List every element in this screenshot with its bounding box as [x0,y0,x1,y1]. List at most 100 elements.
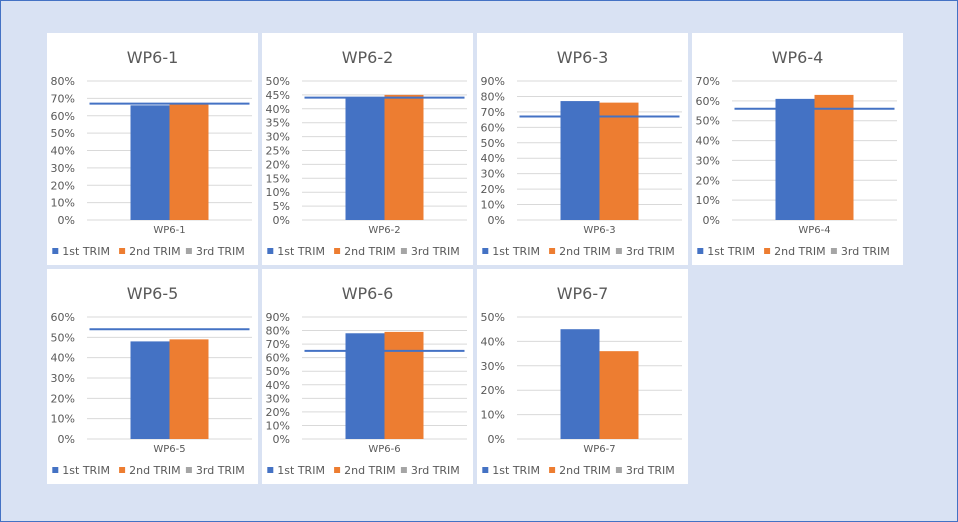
bar-1st-trim [130,341,170,439]
y-tick-label: 40% [481,152,505,165]
y-tick-label: 10% [51,413,75,426]
y-tick-label: 70% [696,75,720,88]
legend-label: 1st TRIM [492,464,540,477]
legend-label: 1st TRIM [62,464,110,477]
chart-title: WP6-5 [127,284,179,303]
x-category-label: WP6-7 [583,444,615,455]
legend-label: 2nd TRIM [129,464,181,477]
y-tick-label: 20% [481,183,505,196]
y-tick-label: 0% [273,214,290,227]
legend-swatch [334,467,341,473]
y-tick-label: 50% [266,365,290,378]
y-tick-label: 30% [51,372,75,385]
bar-2nd-trim [384,331,424,439]
legend-label: 2nd TRIM [559,245,611,258]
y-tick-label: 40% [266,379,290,392]
y-tick-label: 20% [266,158,290,171]
x-category-label: WP6-5 [153,444,185,455]
legend-swatch [185,467,192,473]
y-tick-label: 50% [696,115,720,128]
y-tick-label: 50% [51,331,75,344]
chart-panel-wp6-2: WP6-2 0% 5% 10% 15% 20% 25% 30% 35% 40% 45% 50% WP6-… [262,33,473,265]
legend-swatch [615,467,622,473]
legend-swatch [830,248,837,254]
y-tick-label: 30% [481,168,505,181]
chart-title: WP6-2 [342,48,394,67]
y-tick-label: 70% [481,106,505,119]
y-tick-label: 40% [51,145,75,158]
legend-label: 1st TRIM [277,464,325,477]
chart-panel-wp6-3: WP6-3 0% 10% 20% 30% 40% 50% 60% 70% 80% 90% WP6-3 1… [477,33,688,265]
y-tick-label: 30% [696,154,720,167]
y-tick-label: 10% [51,197,75,210]
legend-label: 2nd TRIM [344,464,396,477]
legend-swatch [400,248,407,254]
y-tick-label: 10% [696,194,720,207]
y-tick-label: 30% [51,162,75,175]
y-tick-label: 0% [58,214,75,227]
chart-svg: WP6-4 0% 10% 20% 30% 40% 50% 60% 70% WP6-4 1st TRI… [696,48,897,258]
bar-2nd-trim [384,94,424,220]
chart-title: WP6-4 [772,48,824,67]
legend-label: 3rd TRIM [626,245,675,258]
legend-swatch [697,248,704,254]
chart-svg: WP6-5 0% 10% 20% 30% 40% 50% 60% WP6-5 1st TRIM 2n… [51,284,252,477]
chart-panel-wp6-7: WP6-7 0% 10% 20% 30% 40% 50% WP6-7 1st TRIM 2nd T… [477,269,688,484]
y-tick-label: 10% [266,419,290,432]
y-tick-label: 20% [51,179,75,192]
y-tick-label: 40% [481,335,505,348]
y-tick-label: 0% [703,214,720,227]
chart-title: WP6-3 [557,48,609,67]
legend-swatch [764,248,771,254]
y-tick-label: 40% [696,135,720,148]
y-tick-label: 70% [51,92,75,105]
y-tick-label: 60% [266,352,290,365]
bar-1st-trim [560,101,600,220]
chart-panel-wp6-6: WP6-6 0% 10% 20% 30% 40% 50% 60% 70% 80% 90% WP6-6 1… [262,269,473,484]
chart-title: WP6-1 [127,48,179,67]
y-tick-label: 50% [266,75,290,88]
y-tick-label: 35% [266,117,290,130]
legend-label: 1st TRIM [62,245,110,258]
chart-svg: WP6-3 0% 10% 20% 30% 40% 50% 60% 70% 80% 90% WP6-3 1… [481,48,682,258]
legend-swatch [334,248,341,254]
y-tick-label: 40% [51,352,75,365]
bar-2nd-trim [169,103,209,220]
y-tick-label: 70% [266,338,290,351]
y-tick-label: 45% [266,89,290,102]
legend-label: 3rd TRIM [841,245,890,258]
chart-svg: WP6-1 0% 10% 20% 30% 40% 50% 60% 70% 80% WP6-1 1st … [51,48,252,258]
y-tick-label: 60% [51,311,75,324]
legend-swatch [119,467,126,473]
y-tick-label: 0% [488,214,505,227]
legend-label: 3rd TRIM [411,464,460,477]
y-tick-label: 50% [481,137,505,150]
legend-label: 2nd TRIM [129,245,181,258]
legend-label: 2nd TRIM [774,245,826,258]
y-tick-label: 25% [266,145,290,158]
legend-label: 3rd TRIM [196,245,245,258]
bar-2nd-trim [814,94,854,220]
y-tick-label: 50% [51,127,75,140]
y-tick-label: 80% [51,75,75,88]
y-tick-label: 0% [273,433,290,446]
y-tick-label: 60% [696,95,720,108]
legend-label: 2nd TRIM [344,245,396,258]
bar-2nd-trim [599,102,639,220]
x-category-label: WP6-1 [153,225,185,236]
y-tick-label: 30% [481,360,505,373]
legend-swatch [52,467,59,473]
legend-label: 1st TRIM [492,245,540,258]
y-tick-label: 10% [266,186,290,199]
chart-svg: WP6-6 0%10%20%30%40%50%60%70%80%90% WP6-6 1… [266,284,467,477]
bar-1st-trim [560,329,600,439]
legend-swatch [549,467,556,473]
legend-label: 3rd TRIM [196,464,245,477]
legend-swatch [185,248,192,254]
y-tick-label: 0% [488,433,505,446]
x-category-label: WP6-4 [798,225,830,236]
legend-swatch [267,248,274,254]
y-tick-label: 10% [481,409,505,422]
y-tick-label: 10% [481,199,505,212]
y-tick-label: 20% [266,406,290,419]
